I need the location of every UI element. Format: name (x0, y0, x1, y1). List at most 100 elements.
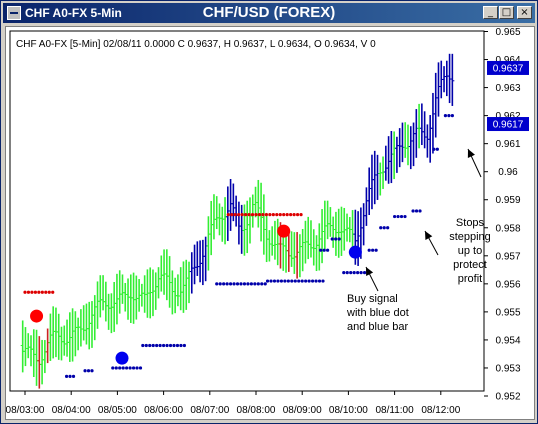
blue-stop-dot (342, 271, 346, 275)
chart-area[interactable]: 0.965 0.964 0.963 0.962 0.961 0.96 0.959 0.958 0… (5, 26, 535, 420)
buy-signal-arrow-head (366, 267, 374, 276)
blue-stop-dot (246, 282, 250, 286)
blue-stop-dot (293, 279, 297, 283)
minimize-button[interactable]: _ (483, 6, 498, 19)
blue-stop-dot (148, 343, 152, 348)
blue-stop-dot (435, 147, 439, 151)
blue-stop-dot (272, 279, 277, 283)
blue-stop-dot (265, 279, 270, 283)
blue-stop-dot (151, 343, 155, 348)
blue-stop-dot (182, 343, 186, 348)
blue-stop-dot (232, 282, 236, 286)
title-bar[interactable]: CHF A0-FX 5-Min CHF/USD (FOREX) _ □ × (3, 3, 535, 23)
red-stop-dot (37, 290, 41, 294)
x-tick-label: 08/11:00 (376, 405, 415, 416)
blue-stop-dot (179, 343, 183, 348)
blue-stop-dot (90, 369, 94, 373)
blue-stop-dot (165, 343, 169, 348)
stops-arrow-lower-head (425, 231, 433, 240)
red-stop-dot (278, 212, 282, 217)
stops-arrow-upper-head (467, 149, 475, 158)
blue-stop-dot (403, 214, 407, 219)
y-tick-label: 0.958 (495, 223, 520, 234)
x-tick-label: 08/03:00 (6, 405, 45, 416)
buy-signal-marker (115, 351, 129, 365)
red-stop-dot (264, 212, 268, 217)
stops-annotation-line: Stops (456, 217, 485, 229)
red-stop-dot (257, 212, 262, 217)
x-tick-label: 08/04:00 (52, 405, 91, 416)
red-stop-dot (292, 212, 296, 217)
red-dot-series (23, 212, 303, 294)
blue-stop-dot (276, 279, 280, 283)
blue-stop-dot (352, 271, 356, 275)
blue-stop-dot (144, 343, 148, 348)
blue-stop-dot (269, 279, 273, 283)
red-stop-dot (33, 290, 37, 294)
maximize-button[interactable]: □ (499, 6, 514, 19)
blue-stop-dot (128, 366, 132, 370)
blue-stop-dot (253, 282, 257, 286)
blue-stop-dot (382, 226, 386, 230)
x-tick-label: 08/08:00 (237, 405, 276, 416)
red-stop-dot (271, 212, 275, 217)
blue-stop-dot (414, 209, 419, 213)
y-tick-label: 0.964 (495, 55, 520, 66)
price-label-text: 0.9617 (493, 120, 524, 131)
blue-stop-dot (379, 226, 383, 230)
blue-stop-dot (359, 271, 363, 275)
sell-signal-marker (277, 224, 291, 238)
stops-annotation-line: stepping (449, 231, 491, 243)
close-button[interactable]: × (517, 6, 532, 19)
price-label-box (487, 60, 529, 75)
x-tick-label: 08/09:00 (283, 405, 322, 416)
blue-stop-dot (158, 343, 162, 348)
blue-stop-dot (418, 209, 422, 213)
x-tick-label: 08/12:00 (421, 405, 460, 416)
red-stop-dot (299, 212, 303, 217)
blue-stop-dot (256, 282, 260, 286)
blue-stop-dot (393, 214, 397, 219)
stops-annotation-line: protect (453, 259, 487, 271)
red-stop-dot (240, 212, 244, 217)
blue-stop-dot (138, 366, 143, 370)
blue-stop-dot (131, 366, 136, 370)
blue-stop-dot (356, 271, 360, 275)
red-stop-dot (230, 212, 234, 217)
price-label-text: 0.9637 (493, 63, 524, 74)
y-tick-label: 0.954 (495, 335, 520, 346)
blue-stop-dot (290, 279, 294, 283)
blue-stop-dot (317, 279, 322, 283)
y-tick-label: 0.959 (495, 195, 520, 206)
chart-app-icon (7, 6, 21, 20)
blue-stop-dot (135, 366, 139, 370)
blue-stop-dot (218, 282, 222, 286)
blue-stop-dot (168, 343, 173, 348)
blue-stop-dot (300, 279, 304, 283)
ohlc-bars (20, 53, 455, 389)
red-stop-dot (237, 212, 241, 217)
red-stop-dot (30, 290, 34, 294)
blue-stop-dot (367, 248, 371, 252)
blue-stop-dot (242, 282, 247, 286)
buy-signal-annotation-line: with blue dot (346, 307, 409, 319)
blue-stop-dot (175, 343, 180, 348)
red-stop-dot (51, 290, 55, 294)
blue-stop-dot (118, 366, 122, 370)
blue-stop-dot (371, 248, 375, 252)
blue-stop-dot (228, 282, 233, 286)
red-stop-dot (47, 290, 51, 294)
blue-stop-dot (172, 343, 176, 348)
blue-stop-dot (86, 369, 91, 373)
red-stop-dot (44, 290, 48, 294)
blue-stop-dot (310, 279, 315, 283)
price-label-box (487, 117, 529, 132)
blue-stop-dot (304, 279, 308, 283)
plot-frame (9, 30, 485, 392)
blue-stop-dot (249, 282, 253, 286)
x-tick-label: 08/07:00 (190, 405, 229, 416)
buy-signal-annotation-line: and blue bar (347, 321, 408, 333)
blue-stop-dot (283, 279, 287, 283)
blue-dot-series (64, 114, 454, 378)
blue-stop-dot (162, 343, 166, 348)
